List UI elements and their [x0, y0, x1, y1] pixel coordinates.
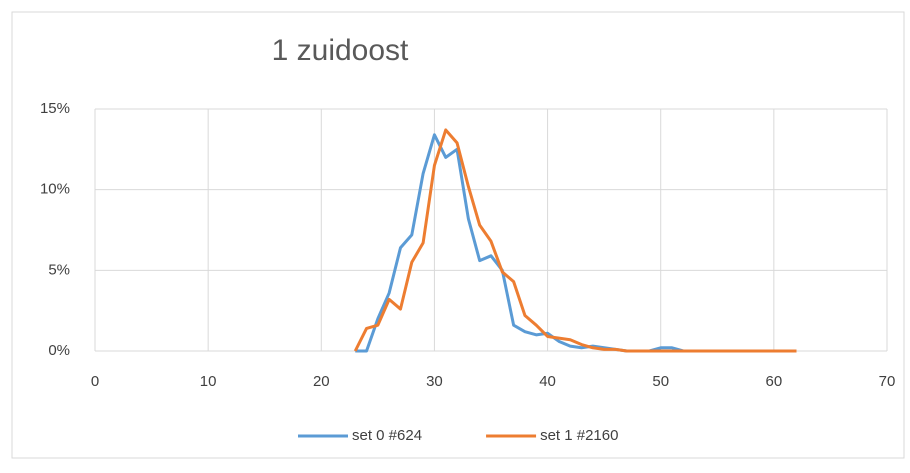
x-tick-label: 50: [652, 373, 669, 390]
x-tick-label: 40: [539, 373, 556, 390]
legend-label: set 1 #2160: [540, 427, 618, 444]
legend-label: set 0 #624: [352, 427, 422, 444]
x-tick-label: 20: [313, 373, 330, 390]
x-tick-label: 10: [200, 373, 217, 390]
y-tick-label: 5%: [48, 261, 70, 278]
series-line: [353, 128, 797, 353]
x-tick-label: 0: [91, 373, 99, 390]
x-tick-label: 60: [766, 373, 783, 390]
x-tick-label: 70: [879, 373, 896, 390]
y-tick-label: 10%: [40, 181, 70, 198]
chart-border: [11, 11, 905, 459]
x-tick-label: 30: [426, 373, 443, 390]
y-tick-label: 0%: [48, 342, 70, 359]
chart-title: 1 zuidoost: [272, 34, 409, 67]
y-tick-label: 15%: [40, 100, 70, 117]
